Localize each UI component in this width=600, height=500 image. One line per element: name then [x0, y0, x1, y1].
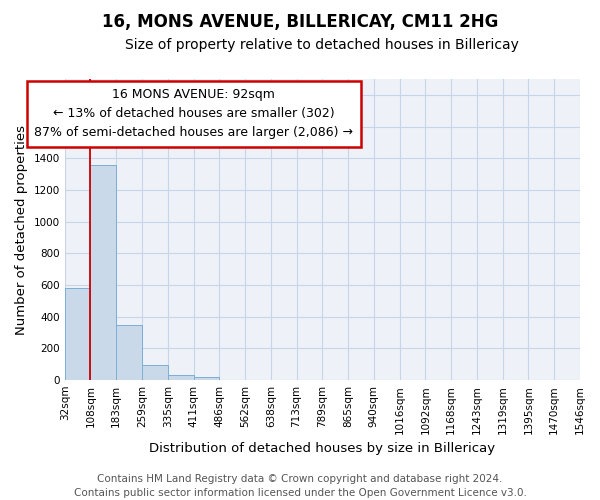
X-axis label: Distribution of detached houses by size in Billericay: Distribution of detached houses by size … — [149, 442, 496, 455]
Bar — [91, 166, 116, 380]
Text: Contains HM Land Registry data © Crown copyright and database right 2024.
Contai: Contains HM Land Registry data © Crown c… — [74, 474, 526, 498]
Text: 16, MONS AVENUE, BILLERICAY, CM11 2HG: 16, MONS AVENUE, BILLERICAY, CM11 2HG — [102, 12, 498, 30]
Bar — [116, 324, 142, 380]
Bar — [142, 365, 168, 380]
Y-axis label: Number of detached properties: Number of detached properties — [15, 124, 28, 334]
Bar — [193, 377, 219, 380]
Bar — [168, 375, 193, 380]
Title: Size of property relative to detached houses in Billericay: Size of property relative to detached ho… — [125, 38, 519, 52]
Text: 16 MONS AVENUE: 92sqm
← 13% of detached houses are smaller (302)
87% of semi-det: 16 MONS AVENUE: 92sqm ← 13% of detached … — [34, 88, 353, 139]
Bar — [65, 288, 91, 380]
